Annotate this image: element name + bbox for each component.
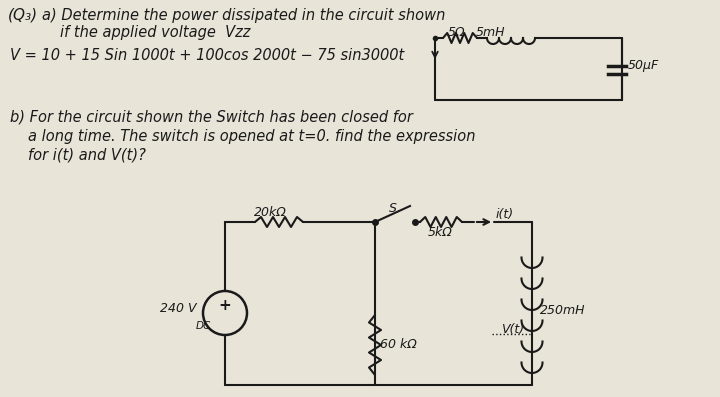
Text: V(t): V(t) [501, 324, 524, 337]
Text: V = 10 + 15 Sin 1000t + 100cos 2000t − 75 sin3000t: V = 10 + 15 Sin 1000t + 100cos 2000t − 7… [10, 48, 404, 63]
Text: if the applied voltage  Vᴢᴢ: if the applied voltage Vᴢᴢ [60, 25, 251, 40]
Text: (Q₃): (Q₃) [8, 8, 38, 23]
Text: 5mH: 5mH [476, 26, 505, 39]
Text: a) Determine the power dissipated in the circuit shown: a) Determine the power dissipated in the… [42, 8, 446, 23]
Text: 60 kΩ: 60 kΩ [380, 339, 417, 351]
Text: i(t): i(t) [496, 208, 514, 221]
Text: b) For the circuit shown the Switch has been closed for: b) For the circuit shown the Switch has … [10, 110, 413, 125]
Text: 5Ω: 5Ω [448, 26, 466, 39]
Text: 5kΩ: 5kΩ [428, 226, 452, 239]
Text: +: + [219, 297, 231, 312]
Text: for i(t) and V(t)?: for i(t) and V(t)? [28, 148, 146, 163]
Text: 20kΩ: 20kΩ [253, 206, 287, 219]
Text: 240 V: 240 V [161, 301, 197, 314]
Text: 50μF: 50μF [628, 58, 660, 71]
Text: S: S [389, 202, 397, 215]
Text: 250mH: 250mH [540, 303, 585, 316]
Text: DC: DC [196, 321, 211, 331]
Text: a long time. The switch is opened at t=0. find the expression: a long time. The switch is opened at t=0… [28, 129, 475, 144]
